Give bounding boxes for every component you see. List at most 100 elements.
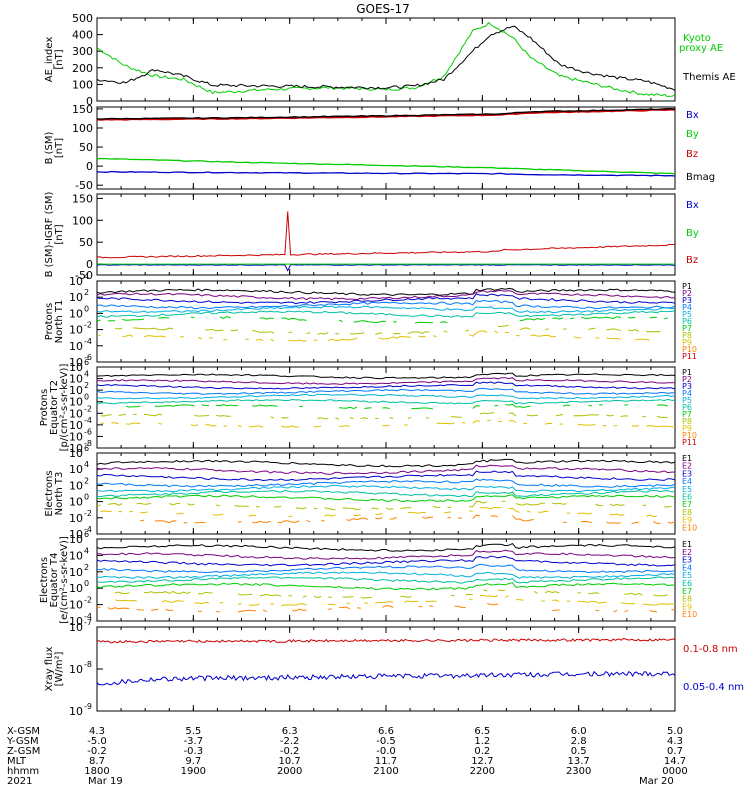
series-line-p4 xyxy=(96,387,676,395)
y-tick-label: 500 xyxy=(72,12,93,25)
legend-e6: E6 xyxy=(682,493,692,502)
y-tick-label: 10 xyxy=(69,663,83,676)
ephemeris-value: 2100 xyxy=(373,766,398,777)
series-line-p3 xyxy=(96,293,676,305)
y-axis-label: [W/m²] xyxy=(54,651,65,686)
date-start: Mar 19 xyxy=(88,776,123,787)
y-tick-exponent: -4 xyxy=(84,525,92,534)
y-tick-label: 10 xyxy=(69,705,83,718)
y-tick-label: 0 xyxy=(86,95,93,108)
y-axis-label: Electrons xyxy=(39,557,50,603)
series-line-e5 xyxy=(96,484,676,493)
series-line-p6 xyxy=(96,398,676,405)
legend-e1: E1 xyxy=(682,540,692,549)
y-tick-exponent: -6 xyxy=(84,353,92,362)
legend-e5: E5 xyxy=(682,571,692,580)
y-axis-label: B (SM)-IGRF (SM) xyxy=(44,192,55,278)
series-line-e8 xyxy=(96,500,672,511)
y-tick-exponent: 0 xyxy=(84,304,89,313)
series-line-p4 xyxy=(96,299,676,310)
y-tick-label: 100 xyxy=(72,122,93,135)
legend-themis-ae: Themis AE xyxy=(682,72,736,83)
y-tick-label: 10 xyxy=(69,512,83,525)
ephemeris-row-label: X-GSM xyxy=(7,726,40,737)
y-tick-exponent: 4 xyxy=(84,546,89,555)
series-line-e4 xyxy=(96,478,676,488)
legend-p5: P5 xyxy=(682,396,692,405)
legend-e10: E10 xyxy=(682,523,697,532)
legend-bx: Bx xyxy=(686,200,699,211)
legend-e3: E3 xyxy=(682,469,692,478)
ephemeris-value: -0.3 xyxy=(184,746,204,757)
legend-e10: E10 xyxy=(682,610,697,619)
ephemeris-value: 5.5 xyxy=(185,726,201,737)
y-tick-exponent: -4 xyxy=(84,337,92,346)
series-line-p1 xyxy=(96,372,676,380)
ephemeris-value: 10.7 xyxy=(279,756,301,767)
ephemeris-value: 1900 xyxy=(181,766,206,777)
ephemeris-value: -0.5 xyxy=(376,736,396,747)
y-tick-exponent: -8 xyxy=(84,660,92,669)
y-tick-label: 10 xyxy=(69,384,83,397)
legend-e8: E8 xyxy=(682,595,692,604)
legend-p7: P7 xyxy=(682,324,692,333)
ephemeris-value: -0.2 xyxy=(280,746,300,757)
series-line-e5 xyxy=(96,571,676,579)
y-tick-exponent: -8 xyxy=(84,439,92,448)
series-line-p5 xyxy=(96,305,676,314)
y-tick-exponent: 6 xyxy=(84,358,89,367)
series-line-e1 xyxy=(96,542,676,552)
y-tick-exponent: 2 xyxy=(84,476,89,485)
series-line-p2 xyxy=(96,377,675,385)
y-tick-label: 150 xyxy=(72,103,93,116)
y-tick-label: 300 xyxy=(72,45,93,58)
series-line-p3 xyxy=(96,381,676,390)
y-tick-exponent: -9 xyxy=(84,702,92,711)
legend-bx: Bx xyxy=(686,110,699,121)
legend-p11: P11 xyxy=(682,438,697,447)
ephemeris-row-label: Z-GSM xyxy=(7,746,40,757)
ephemeris-value: -0.2 xyxy=(87,746,107,757)
ephemeris-value: -2.2 xyxy=(280,736,300,747)
legend-p11: P11 xyxy=(682,352,697,361)
ephemeris-value: 2000 xyxy=(277,766,302,777)
y-tick-exponent: 4 xyxy=(84,460,89,469)
y-tick-label: 0 xyxy=(86,160,93,173)
chart-title: GOES-17 xyxy=(356,2,410,16)
series-line-bmag xyxy=(97,107,676,120)
ephemeris-value: 0.2 xyxy=(474,746,490,757)
legend-e1: E1 xyxy=(682,454,692,463)
y-axis-label: Xray flux xyxy=(44,647,55,692)
legend-p9: P9 xyxy=(682,424,692,433)
series-line-e10 xyxy=(96,602,676,613)
legend-xray-short: 0.05-0.4 nm xyxy=(683,682,744,693)
y-tick-label: 10 xyxy=(69,533,83,546)
y-tick-exponent: -2 xyxy=(84,509,92,518)
legend-e7: E7 xyxy=(682,587,692,596)
y-axis-label: Protons xyxy=(44,303,55,340)
series-line-e2 xyxy=(96,464,676,475)
legend-p10: P10 xyxy=(682,431,697,440)
ephemeris-row-label: Y-GSM xyxy=(6,736,39,747)
ephemeris-value: 0.7 xyxy=(667,746,683,757)
y-tick-exponent: 4 xyxy=(84,272,89,281)
series-line-p7 xyxy=(97,317,675,324)
y-axis-label: North T1 xyxy=(54,300,65,344)
y-axis-label: North T3 xyxy=(54,472,65,516)
legend-p2: P2 xyxy=(682,289,692,298)
y-tick-label: 10 xyxy=(69,430,83,443)
ephemeris-value: -5.0 xyxy=(87,736,107,747)
legend-p5: P5 xyxy=(682,310,692,319)
legend-by: By xyxy=(686,129,699,140)
series-line-bx xyxy=(96,264,675,272)
ephemeris-value: 2.8 xyxy=(571,736,587,747)
y-tick-label: 10 xyxy=(69,356,83,369)
series-line-e9 xyxy=(114,595,676,606)
ephemeris-value: 6.0 xyxy=(571,726,587,737)
y-axis-label: [p/(cm²-s-sr-keV)] xyxy=(59,364,70,452)
y-tick-label: 10 xyxy=(69,373,83,386)
legend-kyoto: Kyoto xyxy=(683,33,711,44)
